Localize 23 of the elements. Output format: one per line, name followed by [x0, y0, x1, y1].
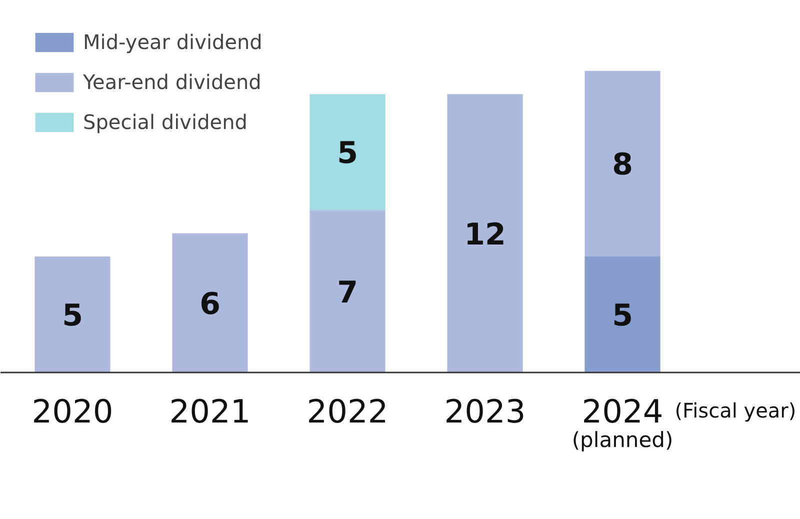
data-label: 5 [62, 298, 83, 334]
legend-label: Mid-year dividend [83, 30, 262, 54]
bar [584, 70, 660, 256]
data-label: 5 [337, 136, 358, 172]
bar [34, 256, 110, 372]
data-label: 6 [200, 286, 220, 322]
legend-label: Year-end dividend [83, 70, 262, 94]
data-label: 7 [337, 275, 358, 310]
x-tick-label: 2024 (planned) [572, 392, 674, 452]
bar [172, 233, 248, 372]
legend-label: Special dividend [83, 110, 248, 134]
bar [584, 256, 660, 372]
x-axis-title: (Fiscal year) [674, 398, 796, 423]
x-tick-label: 2022 [306, 392, 388, 431]
x-tick-label: 2023 [444, 392, 526, 431]
data-label: 12 [464, 217, 506, 252]
bar [310, 210, 386, 372]
bar [447, 94, 523, 372]
data-label: 5 [612, 298, 633, 334]
bar [310, 94, 386, 210]
x-tick-label: 2021 [169, 392, 251, 431]
data-label: 8 [612, 148, 633, 183]
x-tick-label: 2020 [32, 392, 114, 431]
